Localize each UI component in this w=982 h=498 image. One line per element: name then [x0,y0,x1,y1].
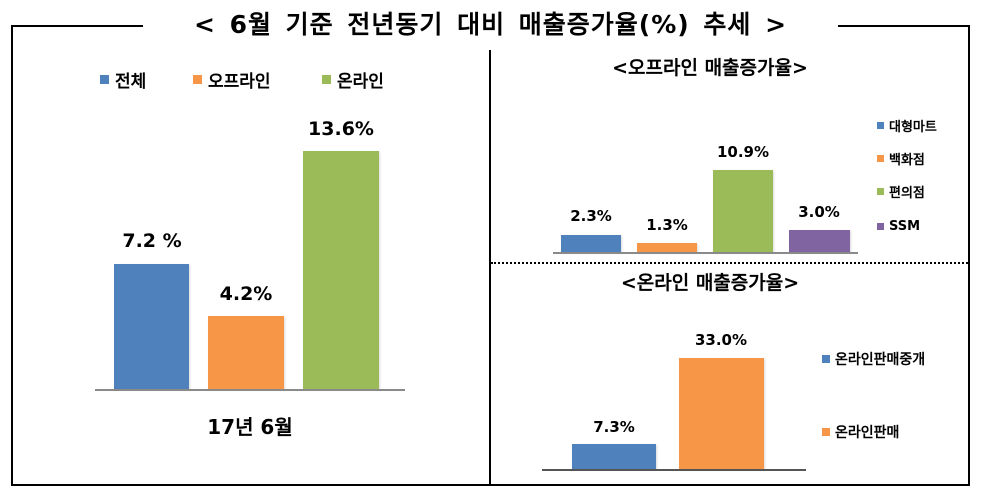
bar-online-retail [679,358,764,469]
value-label-offline: 4.2% [219,283,273,305]
offline-x-axis-baseline [553,252,858,254]
legend-label: 온라인판매 [835,425,900,441]
bar-offline [208,316,284,389]
horizontal-dotted-divider [491,262,968,264]
legend-item-online: 온라인 [322,69,384,92]
legend-label: 온라인 [337,71,384,92]
legend-label: SSM [889,218,921,234]
legend-item-department-store: 백화점 [877,150,925,168]
frame-top-line-left [11,25,143,27]
bar-online [303,151,379,389]
legend-item-online-marketplace: 온라인판매중개 [822,350,925,368]
legend-swatch-orange-icon [193,74,202,84]
legend-label: 온라인판매중개 [835,352,926,368]
online-panel-title: <온라인 매출증가율> [620,272,800,294]
value-label-total: 7.2 % [122,230,182,252]
bar-total [114,264,189,389]
x-axis-baseline [95,389,405,391]
bar-online-marketplace [572,444,656,469]
legend-swatch-blue-icon [100,74,109,84]
legend-swatch-purple-icon [877,222,884,230]
legend-label: 전체 [115,71,147,92]
x-axis-category-label: 17년 6월 [207,415,293,439]
legend-item-ssm: SSM [877,218,920,234]
frame-top-line-right [838,25,970,27]
legend-swatch-green-icon [322,74,331,84]
legend-swatch-blue-icon [877,121,884,129]
legend-label: 대형마트 [889,119,937,135]
value-label-hypermarket: 2.3% [570,207,612,225]
value-label-convenience-store: 10.9% [716,143,770,161]
offline-panel-title: <오프라인 매출증가율> [612,57,808,79]
legend-label: 오프라인 [208,71,271,92]
legend-swatch-blue-icon [822,355,830,363]
online-x-axis-baseline [542,469,806,471]
legend-swatch-orange-icon [822,428,830,436]
bar-department-store [637,243,697,252]
legend-label: 편의점 [889,185,925,201]
legend-item-hypermarket: 대형마트 [877,117,937,135]
vertical-divider [489,50,491,486]
value-label-online: 13.6% [308,118,374,140]
legend-item-total: 전체 [100,69,147,92]
bar-hypermarket [561,235,621,252]
legend-label: 백화점 [889,152,925,168]
value-label-online-marketplace: 7.3% [593,418,635,436]
value-label-department-store: 1.3% [646,216,688,234]
legend-item-convenience-store: 편의점 [877,183,925,201]
legend-swatch-green-icon [877,187,884,195]
legend-item-offline: 오프라인 [193,69,271,92]
value-label-online-retail: 33.0% [694,331,748,349]
bar-ssm [789,230,850,252]
legend-swatch-orange-icon [877,154,884,162]
value-label-ssm: 3.0% [798,203,840,221]
legend-item-online-retail: 온라인판매 [822,423,899,441]
main-title: < 6월 기준 전년동기 대비 매출증가율(%) 추세 > [193,10,788,39]
bar-convenience-store [713,170,773,252]
